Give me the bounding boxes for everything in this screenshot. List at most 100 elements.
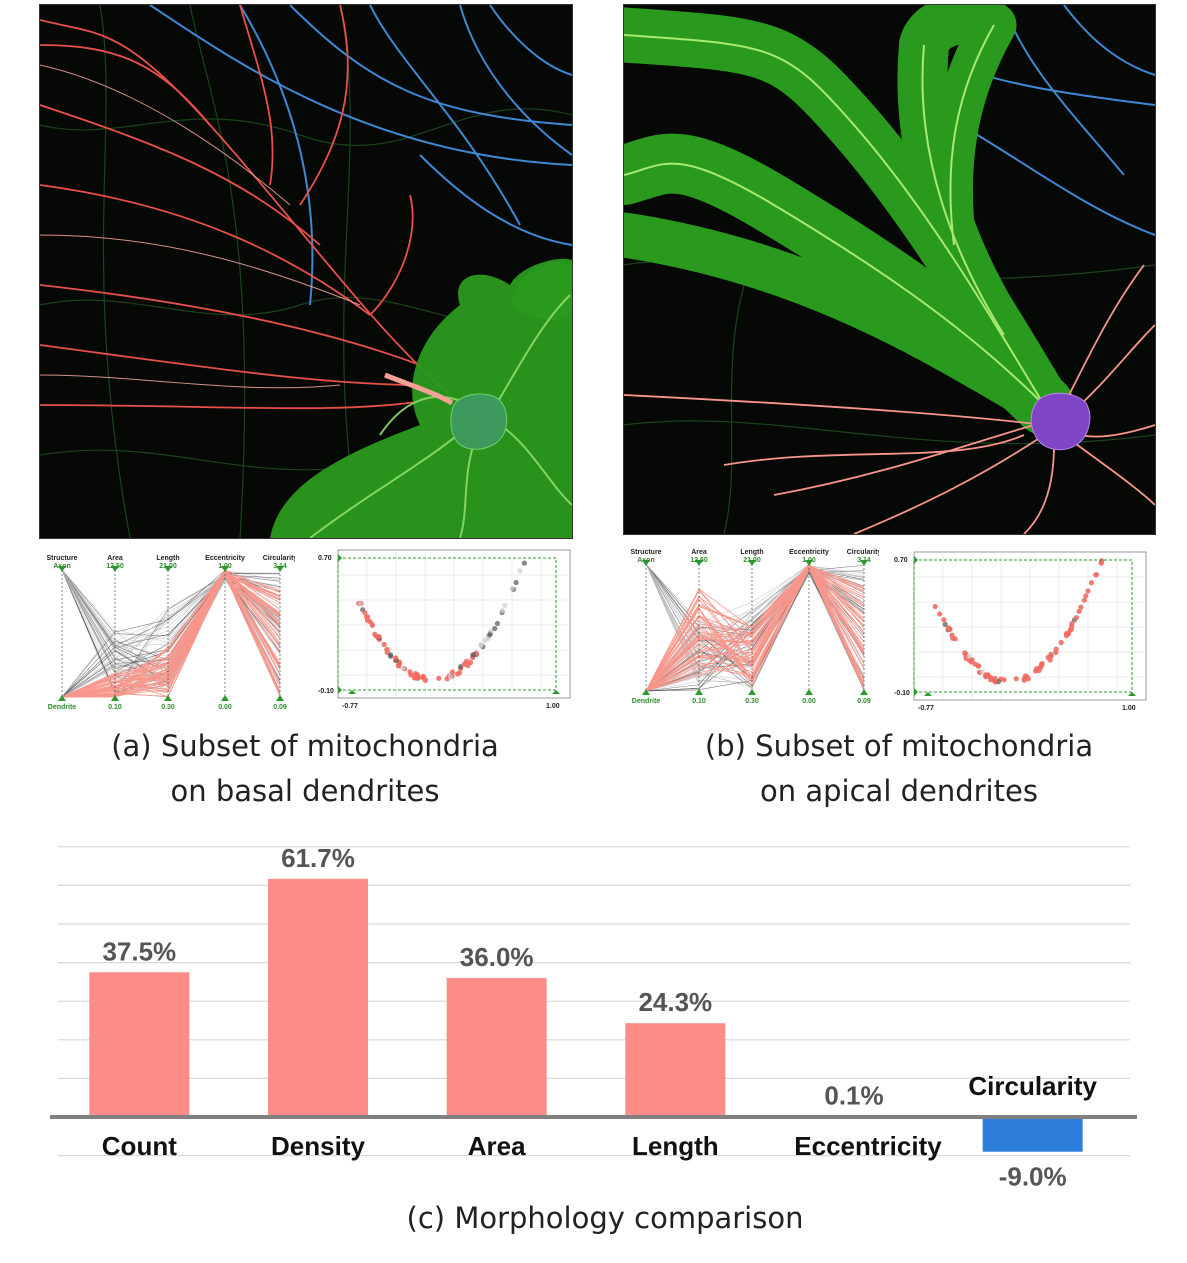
- bar-value-label: 24.3%: [638, 987, 712, 1017]
- scatter-point: [414, 672, 420, 678]
- pc-axis-bottom-value: 0.09: [273, 704, 287, 711]
- caption-a: (a) Subset of mitochondria on basal dend…: [50, 724, 560, 814]
- scatter-point: [992, 678, 998, 684]
- scatter-point: [1093, 572, 1099, 578]
- pc-axis-top-value: 21.00: [159, 563, 177, 570]
- bar-value-label: 61.7%: [281, 843, 355, 873]
- scatter-point: [1024, 673, 1030, 680]
- pc-axis-bottom-value: 0.09: [857, 698, 871, 705]
- pc-axis-title: Eccentricity: [205, 555, 245, 562]
- pc-axis-bottom-value: 0.00: [218, 704, 232, 711]
- scatter-point: [979, 669, 985, 675]
- pc-axis-top-value: Axon: [637, 557, 655, 564]
- pc-axis-bottom-value: Dendrite: [632, 698, 661, 705]
- pc-axis-title: Circularity: [263, 555, 295, 562]
- micrograph-a: [39, 4, 573, 539]
- pc-axis-top-value: Axon: [53, 563, 71, 570]
- scatter-point: [966, 653, 972, 659]
- scatter-point: [447, 674, 453, 680]
- scatter-point: [1001, 677, 1007, 683]
- pc-axis-top-value: 12.50: [106, 563, 124, 570]
- scatter-point: [400, 665, 406, 672]
- pc-axis-top-value: 3.14: [857, 557, 871, 564]
- scatter-point: [388, 652, 394, 658]
- scatter-b-xleft: -0.77: [918, 705, 934, 712]
- scatter-point: [1076, 608, 1082, 614]
- scatter-point: [449, 669, 455, 675]
- bar-count: [89, 972, 190, 1117]
- pc-axis-title: Structure: [46, 555, 77, 562]
- pc-axis-title: Eccentricity: [789, 549, 829, 556]
- scatter-a-xleft: -0.77: [342, 703, 358, 710]
- scatter-point: [364, 614, 370, 620]
- pc-axis-top-value: 21.00: [743, 557, 761, 564]
- bar-value-label: -9.0%: [999, 1162, 1067, 1192]
- pc-axis-title: Length: [156, 555, 179, 562]
- scatter-point: [482, 637, 488, 643]
- scatter-point: [1063, 633, 1069, 639]
- scatter-point: [420, 673, 426, 680]
- category-label: Circularity: [968, 1071, 1097, 1101]
- scatter-point: [509, 585, 515, 591]
- scatter-point: [461, 661, 467, 667]
- scatter-point: [962, 650, 968, 656]
- scatter-point: [1078, 604, 1084, 610]
- scatter-point: [492, 626, 498, 632]
- bar-area: [446, 978, 547, 1117]
- pc-axis-top-value: 1.00: [218, 563, 232, 570]
- caption-a-line1: (a) Subset of mitochondria: [111, 729, 499, 763]
- category-label: Density: [271, 1131, 365, 1161]
- scatter-point: [932, 603, 938, 610]
- chart-gridlines: [58, 846, 1130, 1157]
- pc-axis-bottom-value: Dendrite: [48, 704, 77, 711]
- pc-axis-title: Area: [691, 549, 707, 556]
- scatter-point: [1081, 597, 1087, 603]
- category-label: Length: [632, 1131, 719, 1161]
- scatter-b-ytop: 0.70: [894, 557, 908, 564]
- pc-axis-bottom-value: 0.10: [108, 704, 122, 711]
- scatter-point: [478, 641, 484, 648]
- pc-axis-top-value: 1.00: [802, 557, 816, 564]
- scatter-point: [988, 677, 994, 683]
- scatter-point: [1088, 580, 1095, 586]
- scatter-point: [487, 632, 493, 638]
- scatter-point: [468, 659, 474, 666]
- scatter-point: [1085, 588, 1091, 594]
- scatter-point: [947, 626, 953, 632]
- bar-circularity: [982, 1117, 1083, 1152]
- scatter-b-ybottom: -0.10: [894, 690, 910, 697]
- bar-value-label: 36.0%: [460, 942, 534, 972]
- scatter-point: [393, 655, 399, 661]
- micrograph-b-image: [624, 5, 1155, 534]
- scatter-point: [1083, 593, 1089, 599]
- scatter-point: [941, 617, 947, 623]
- scatter-point: [1037, 664, 1043, 671]
- caption-a-line2: on basal dendrites: [170, 774, 440, 808]
- scatter-point: [1099, 558, 1105, 564]
- scatter-point: [1013, 676, 1019, 682]
- scatter-point: [937, 611, 943, 617]
- bar-value-label: 37.5%: [102, 936, 176, 966]
- scatter-a-ybottom: -0.10: [318, 688, 334, 695]
- scatter-point: [470, 652, 476, 658]
- caption-b-line1: (b) Subset of mitochondria: [704, 729, 1094, 763]
- scatter-point: [942, 621, 948, 627]
- scatter-point: [517, 568, 523, 574]
- scatter-point: [502, 602, 508, 608]
- pc-axis-bottom-value: 0.30: [745, 698, 759, 705]
- scatter-point: [381, 641, 387, 648]
- scatter-point: [949, 632, 955, 638]
- scatter-point: [458, 664, 464, 670]
- caption-c: (c) Morphology comparison: [300, 1196, 910, 1241]
- pc-axis-top-value: 12.50: [690, 557, 708, 564]
- scatter-point: [396, 660, 403, 667]
- pc-axis-bottom-value: 0.30: [161, 704, 175, 711]
- scatter-point: [972, 661, 978, 667]
- pc-axis-title: Structure: [630, 549, 661, 556]
- scatter-a-xright: 1.00: [546, 703, 560, 710]
- micrograph-b: [623, 4, 1156, 535]
- scatter-b: 0.70 -0.10 -0.77 1.00: [894, 551, 1147, 712]
- scatter-point: [1067, 627, 1073, 633]
- scatter-point: [513, 579, 519, 586]
